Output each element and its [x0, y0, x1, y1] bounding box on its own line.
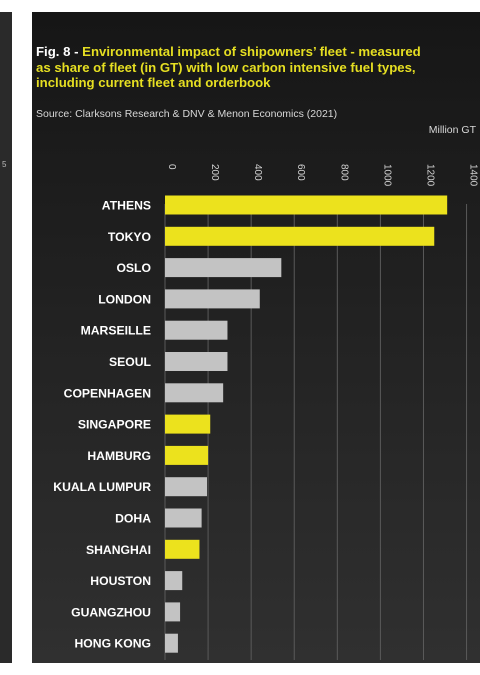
- category-label: GUANGZHOU: [71, 605, 151, 619]
- x-tick-label: 600: [295, 164, 306, 181]
- bar: [165, 258, 282, 278]
- chart-title: Fig. 8 - Environmental impact of shipown…: [36, 44, 436, 91]
- x-tick-label: 200: [209, 164, 220, 181]
- chart-panel: [32, 12, 480, 663]
- category-label: TOKYO: [108, 230, 151, 244]
- x-tick-label: 1400: [468, 164, 479, 187]
- axis-unit-label: Million GT: [428, 124, 476, 136]
- bar-chart: 0 200 400 600 800 1000 1200 1400 ATHENS TOKYO OSLO…: [53, 164, 479, 660]
- category-label: KUALA LUMPUR: [53, 480, 151, 494]
- figure-title: Environmental impact of shipowners’ flee…: [36, 44, 421, 90]
- category-label: COPENHAGEN: [64, 386, 151, 400]
- chart-source: Source: Clarksons Research & DNV & Menon…: [36, 108, 338, 120]
- category-label: SEOUL: [109, 355, 152, 369]
- bar: [165, 633, 178, 653]
- bar: [165, 414, 211, 434]
- category-label: OSLO: [116, 261, 151, 275]
- category-label: LONDON: [98, 292, 151, 306]
- category-label: MARSEILLE: [81, 324, 151, 338]
- bar: [165, 571, 183, 591]
- category-label: HOUSTON: [90, 574, 151, 588]
- adjacent-page-strip: 5: [0, 12, 12, 663]
- bar: [165, 383, 224, 403]
- x-tick-label: 0: [166, 164, 177, 170]
- bar: [165, 352, 228, 371]
- bar: [165, 508, 202, 528]
- bar: [165, 445, 209, 465]
- category-label: HAMBURG: [87, 449, 151, 463]
- category-label: DOHA: [115, 512, 151, 526]
- adjacent-page-fragment: 5: [2, 160, 7, 169]
- x-tick-label: 800: [338, 164, 349, 181]
- bar: [165, 289, 260, 309]
- x-tick-label: 400: [252, 164, 263, 181]
- category-label: SINGAPORE: [78, 418, 151, 432]
- bar: [165, 226, 435, 246]
- bar: [165, 320, 228, 340]
- category-label: HONG KONG: [74, 637, 151, 651]
- category-label: ATHENS: [102, 199, 151, 213]
- figure-label: Fig. 8 -: [36, 44, 79, 59]
- bar: [165, 195, 448, 215]
- bar: [165, 539, 200, 559]
- bar: [165, 602, 181, 622]
- x-tick-label: 1200: [424, 164, 435, 187]
- bar: [165, 477, 208, 497]
- x-tick-label: 1000: [381, 164, 392, 187]
- category-label: SHANGHAI: [86, 543, 151, 557]
